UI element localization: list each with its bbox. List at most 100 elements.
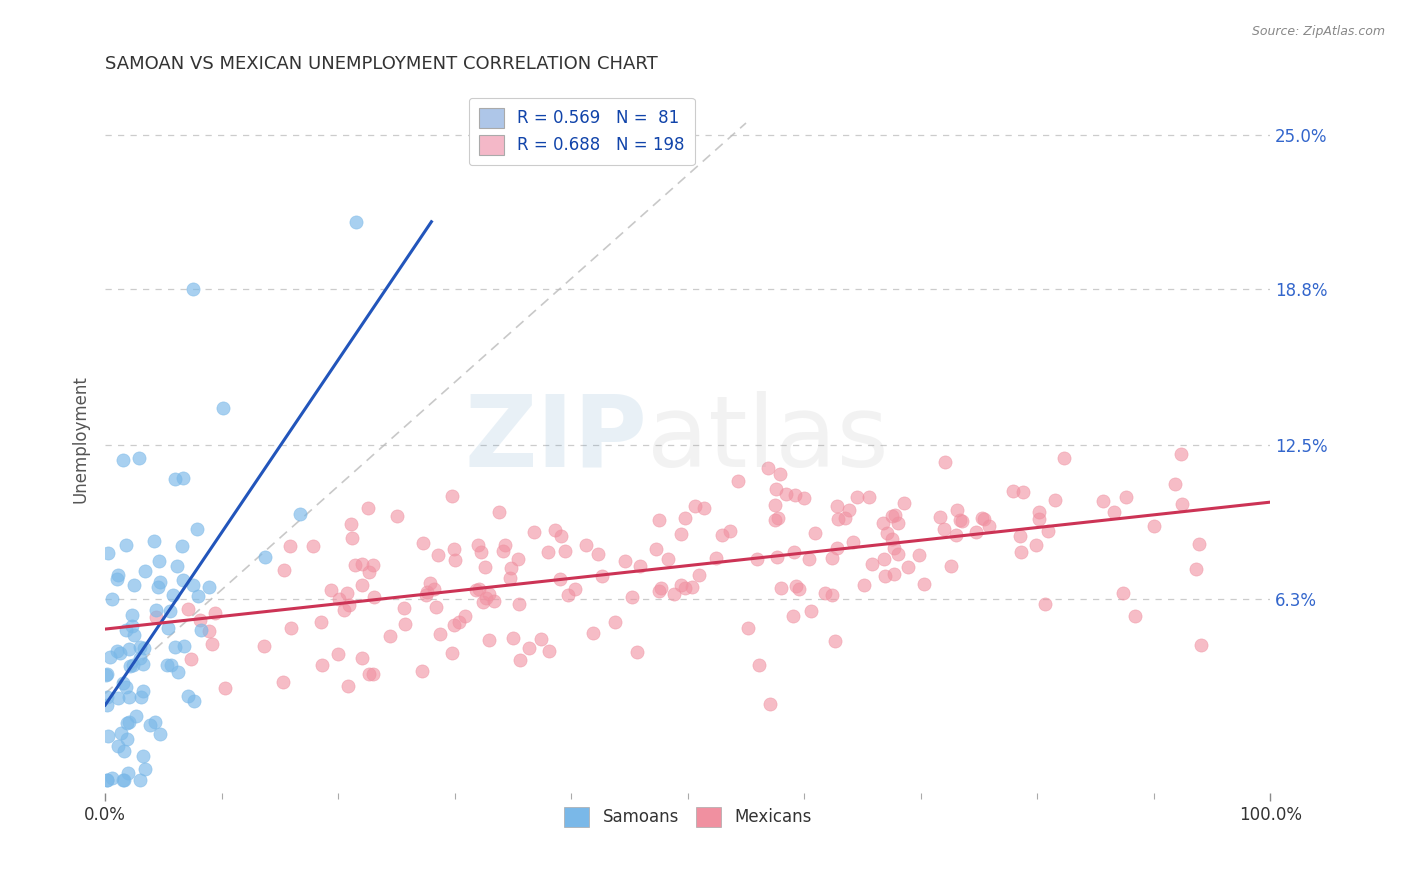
Point — [394, 617, 416, 632]
Point — [1002, 483, 1025, 498]
Point — [170, 540, 193, 554]
Point — [499, 561, 522, 575]
Point — [785, 579, 807, 593]
Point — [550, 529, 572, 543]
Point — [96, 773, 118, 788]
Point — [96, 690, 118, 705]
Point — [711, 528, 734, 542]
Point — [858, 491, 880, 505]
Text: ZIP: ZIP — [464, 391, 647, 488]
Point — [838, 502, 860, 516]
Y-axis label: Unemployment: Unemployment — [72, 376, 89, 503]
Point — [972, 510, 994, 524]
Point — [107, 739, 129, 754]
Point — [745, 552, 768, 566]
Legend: Samoans, Mexicans: Samoans, Mexicans — [558, 800, 818, 834]
Point — [337, 680, 360, 694]
Point — [425, 600, 447, 615]
Point — [1010, 544, 1032, 558]
Point — [121, 619, 143, 633]
Point — [737, 621, 759, 635]
Point — [1028, 511, 1050, 525]
Point — [134, 564, 156, 578]
Point — [162, 588, 184, 602]
Point — [704, 550, 727, 565]
Point — [912, 576, 935, 591]
Point — [186, 522, 208, 536]
Point — [688, 568, 710, 582]
Point — [183, 694, 205, 708]
Point — [799, 552, 821, 566]
Point — [509, 653, 531, 667]
Point — [108, 646, 131, 660]
Point — [111, 675, 134, 690]
Point — [441, 489, 464, 503]
Point — [336, 585, 359, 599]
Point — [548, 573, 571, 587]
Point — [759, 697, 782, 711]
Point — [198, 624, 221, 639]
Point — [783, 488, 806, 502]
Point — [887, 547, 910, 561]
Point — [825, 499, 848, 513]
Point — [821, 551, 844, 566]
Point — [180, 652, 202, 666]
Point — [129, 690, 152, 705]
Point — [212, 401, 235, 416]
Point — [363, 590, 385, 604]
Point — [156, 620, 179, 634]
Point — [554, 543, 576, 558]
Point — [1008, 529, 1031, 543]
Point — [311, 657, 333, 672]
Point — [506, 552, 529, 566]
Point — [952, 514, 974, 528]
Point — [149, 727, 172, 741]
Point — [105, 572, 128, 586]
Point — [101, 772, 124, 786]
Point — [793, 491, 815, 506]
Point — [447, 615, 470, 629]
Point — [657, 552, 679, 566]
Point — [827, 511, 849, 525]
Point — [1033, 597, 1056, 611]
Point — [177, 690, 200, 704]
Point — [523, 524, 546, 539]
Point — [415, 588, 437, 602]
Point — [775, 487, 797, 501]
Point — [340, 517, 363, 532]
Point — [271, 674, 294, 689]
Point — [440, 646, 463, 660]
Point — [1123, 608, 1146, 623]
Point — [357, 500, 380, 515]
Point — [280, 621, 302, 635]
Point — [582, 626, 605, 640]
Point — [827, 541, 849, 556]
Point — [121, 658, 143, 673]
Point — [190, 623, 212, 637]
Point — [508, 598, 530, 612]
Point — [288, 507, 311, 521]
Point — [478, 587, 501, 601]
Point — [172, 470, 194, 484]
Point — [416, 585, 439, 599]
Point — [472, 595, 495, 609]
Point — [669, 526, 692, 541]
Point — [821, 588, 844, 602]
Point — [766, 510, 789, 524]
Point — [118, 690, 141, 704]
Point — [876, 526, 898, 541]
Point — [478, 633, 501, 648]
Point — [763, 513, 786, 527]
Point — [107, 691, 129, 706]
Point — [328, 591, 350, 606]
Point — [443, 542, 465, 557]
Point — [846, 490, 869, 504]
Point — [685, 499, 707, 513]
Point — [443, 617, 465, 632]
Point — [128, 640, 150, 655]
Point — [125, 709, 148, 723]
Point — [173, 639, 195, 653]
Point — [132, 657, 155, 672]
Point — [112, 452, 135, 467]
Point — [110, 726, 132, 740]
